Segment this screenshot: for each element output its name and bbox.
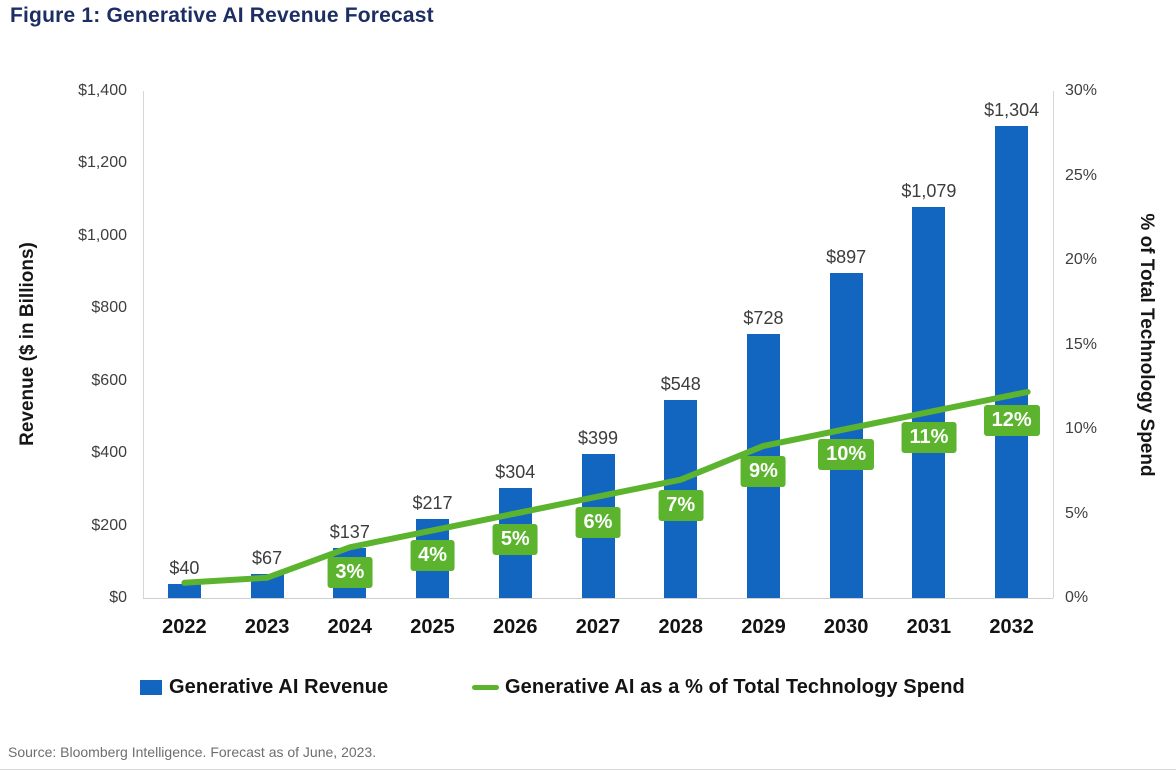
- figure-title: Figure 1: Generative AI Revenue Forecast: [10, 4, 434, 27]
- source-note: Source: Bloomberg Intelligence. Forecast…: [8, 744, 377, 760]
- bar-2030: [829, 273, 863, 598]
- plot-right-border: [1053, 91, 1054, 598]
- line-swatch-icon: [472, 684, 499, 690]
- legend-item-revenue: Generative AI Revenue: [140, 672, 388, 702]
- x-axis-label-2024: 2024: [327, 616, 373, 638]
- x-axis-label-2030: 2030: [823, 616, 869, 638]
- percent-badge-2024: 3%: [327, 557, 373, 589]
- legend: Generative AI Revenue Generative AI as a…: [0, 672, 1176, 702]
- y2-axis-tick-label: 30%: [1065, 82, 1098, 99]
- x-axis-label-2032: 2032: [989, 616, 1034, 638]
- bar-2032: [995, 125, 1029, 598]
- legend-label-revenue: Generative AI Revenue: [169, 675, 389, 698]
- x-axis-label-2026: 2026: [493, 616, 538, 638]
- percent-badge-2032: 12%: [983, 405, 1040, 437]
- y-axis-tick-label: $800: [91, 299, 127, 317]
- legend-label-percent: Generative AI as a % of Total Technology…: [505, 675, 965, 698]
- bar-value-label: $217: [412, 493, 453, 514]
- x-axis-label-2028: 2028: [658, 616, 703, 638]
- left-axis-title: Revenue ($ in Billions): [17, 242, 38, 446]
- x-axis-label-2029: 2029: [741, 616, 786, 638]
- bar-value-label: $304: [495, 461, 536, 482]
- bar-value-label: $137: [329, 522, 370, 543]
- percent-badge-2027: 6%: [575, 506, 621, 538]
- y-axis-tick-label: $1,400: [78, 82, 127, 99]
- bar-value-label: $897: [826, 247, 867, 268]
- y-axis-tick-label: $1,200: [78, 154, 127, 172]
- percent-badge-2031: 11%: [901, 422, 957, 454]
- bar-swatch-icon: [140, 679, 162, 695]
- legend-item-percent: Generative AI as a % of Total Technology…: [472, 672, 965, 702]
- y-axis-tick-label: $400: [91, 444, 127, 462]
- bottom-divider: [0, 769, 1176, 770]
- x-axis-label-2023: 2023: [244, 616, 290, 638]
- y2-axis-tick-label: 15%: [1065, 335, 1098, 353]
- bar-2022: [167, 583, 201, 598]
- y-axis-tick-label: $0: [109, 589, 127, 606]
- percent-badge-2029: 9%: [741, 455, 786, 487]
- y2-axis-tick-label: 5%: [1065, 504, 1089, 522]
- bar-value-label: $728: [743, 308, 784, 329]
- x-axis-label-2025: 2025: [410, 616, 455, 638]
- y-axis-tick-label: $1,000: [78, 226, 127, 244]
- y-axis-tick-label: $600: [91, 371, 127, 389]
- bar-value-label: $399: [577, 427, 619, 448]
- bar-value-label: $1,304: [984, 99, 1040, 120]
- x-axis-line: [143, 598, 1053, 599]
- bar-2031: [912, 207, 946, 598]
- y-axis-tick-label: $200: [91, 516, 127, 534]
- y2-axis-tick-label: 25%: [1065, 166, 1098, 184]
- y2-axis-tick-label: 0%: [1065, 589, 1089, 606]
- plot-left-border: [143, 91, 144, 598]
- bar-value-label: $1,079: [901, 181, 957, 202]
- bar-value-label: $67: [252, 547, 283, 568]
- percent-badge-2025: 4%: [410, 540, 455, 572]
- x-axis-label-2027: 2027: [575, 616, 621, 638]
- percent-badge-2026: 5%: [492, 523, 538, 555]
- bar-value-label: $548: [660, 373, 701, 394]
- percent-badge-2028: 7%: [658, 489, 704, 521]
- y2-axis-tick-label: 10%: [1065, 420, 1098, 437]
- x-axis-label-2031: 2031: [906, 616, 952, 638]
- bar-2023: [250, 573, 284, 598]
- x-axis-label-2022: 2022: [162, 616, 207, 638]
- y2-axis-tick-label: 20%: [1065, 251, 1098, 268]
- percent-badge-2030: 10%: [818, 439, 875, 470]
